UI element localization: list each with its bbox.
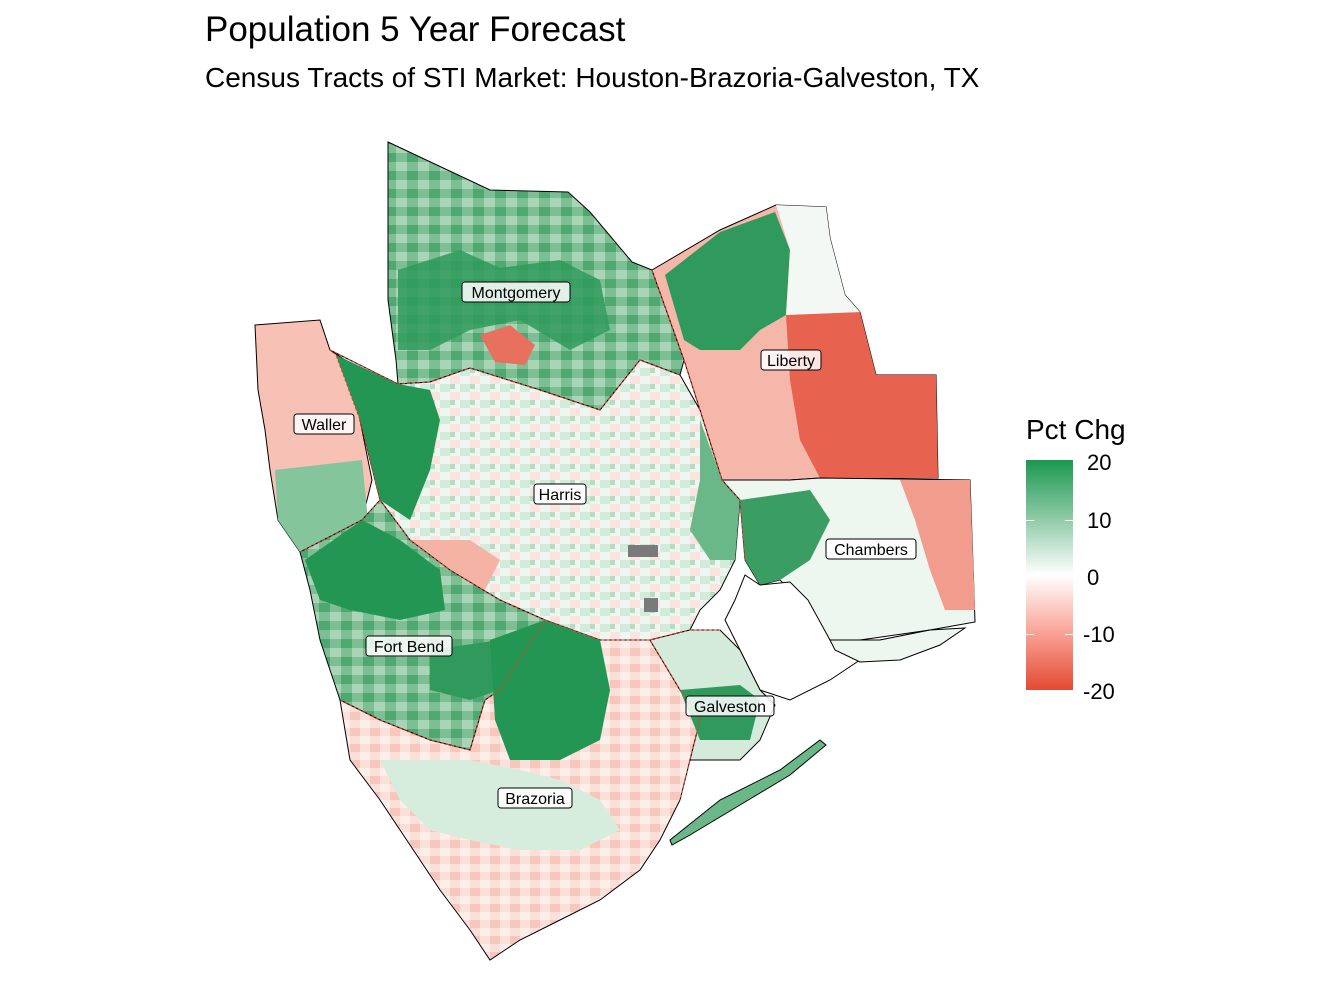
harris-west-green bbox=[336, 355, 440, 520]
chambers-green bbox=[740, 490, 830, 585]
svg-text:Galveston: Galveston bbox=[694, 699, 766, 716]
county-label-brazoria: Brazoria bbox=[497, 787, 573, 809]
legend-tick-mark bbox=[1026, 634, 1034, 635]
legend-tick-mark bbox=[1065, 520, 1073, 521]
legend-tick-label: -20 bbox=[1083, 679, 1115, 704]
legend-color-bar bbox=[1026, 460, 1073, 690]
county-label-waller: Waller bbox=[293, 413, 355, 435]
county-label-harris: Harris bbox=[533, 483, 587, 505]
county-label-galveston: Galveston bbox=[685, 695, 775, 717]
harris-south-pink bbox=[410, 540, 500, 600]
map-subtitle: Census Tracts of STI Market: Houston-Bra… bbox=[205, 62, 980, 93]
legend-tick-mark bbox=[1065, 577, 1073, 578]
fort-bend-green bbox=[305, 520, 445, 620]
liberty-green bbox=[665, 212, 790, 350]
legend-tick-mark bbox=[1026, 577, 1034, 578]
county-label-fort-bend: Fort Bend bbox=[365, 635, 453, 657]
legend-tick-label: 20 bbox=[1087, 450, 1112, 475]
legend-title: Pct Chg bbox=[1026, 414, 1126, 445]
liberty-north bbox=[776, 205, 860, 315]
svg-text:Harris: Harris bbox=[539, 487, 582, 504]
svg-text:Liberty: Liberty bbox=[767, 353, 815, 370]
harris-gray-tract-2 bbox=[644, 598, 658, 612]
svg-text:Fort Bend: Fort Bend bbox=[374, 639, 444, 656]
legend-tick-label: 0 bbox=[1087, 565, 1100, 590]
harris-gray-tract bbox=[628, 545, 658, 557]
map-title: Population 5 Year Forecast bbox=[205, 10, 626, 49]
svg-text:Chambers: Chambers bbox=[834, 542, 908, 559]
bolivar-peninsula bbox=[829, 627, 967, 663]
county-label-montgomery: Montgomery bbox=[461, 281, 571, 303]
legend-tick-label: -10 bbox=[1083, 622, 1115, 647]
legend-tick-mark bbox=[1026, 520, 1034, 521]
county-boundaries bbox=[299, 269, 746, 801]
liberty-red bbox=[786, 312, 938, 478]
galveston-island bbox=[669, 739, 827, 846]
svg-text:Waller: Waller bbox=[302, 417, 347, 434]
harris-east-green bbox=[690, 420, 740, 560]
legend-tick-mark bbox=[1065, 634, 1073, 635]
montgomery-conroe bbox=[480, 325, 535, 365]
chambers-red bbox=[900, 480, 975, 610]
legend-tick-label: 10 bbox=[1087, 508, 1112, 533]
county-label-liberty: Liberty bbox=[760, 349, 822, 371]
svg-text:Brazoria: Brazoria bbox=[505, 791, 565, 808]
county-label-chambers: Chambers bbox=[825, 538, 917, 560]
brazoria-green bbox=[490, 620, 610, 760]
svg-text:Montgomery: Montgomery bbox=[472, 285, 561, 302]
